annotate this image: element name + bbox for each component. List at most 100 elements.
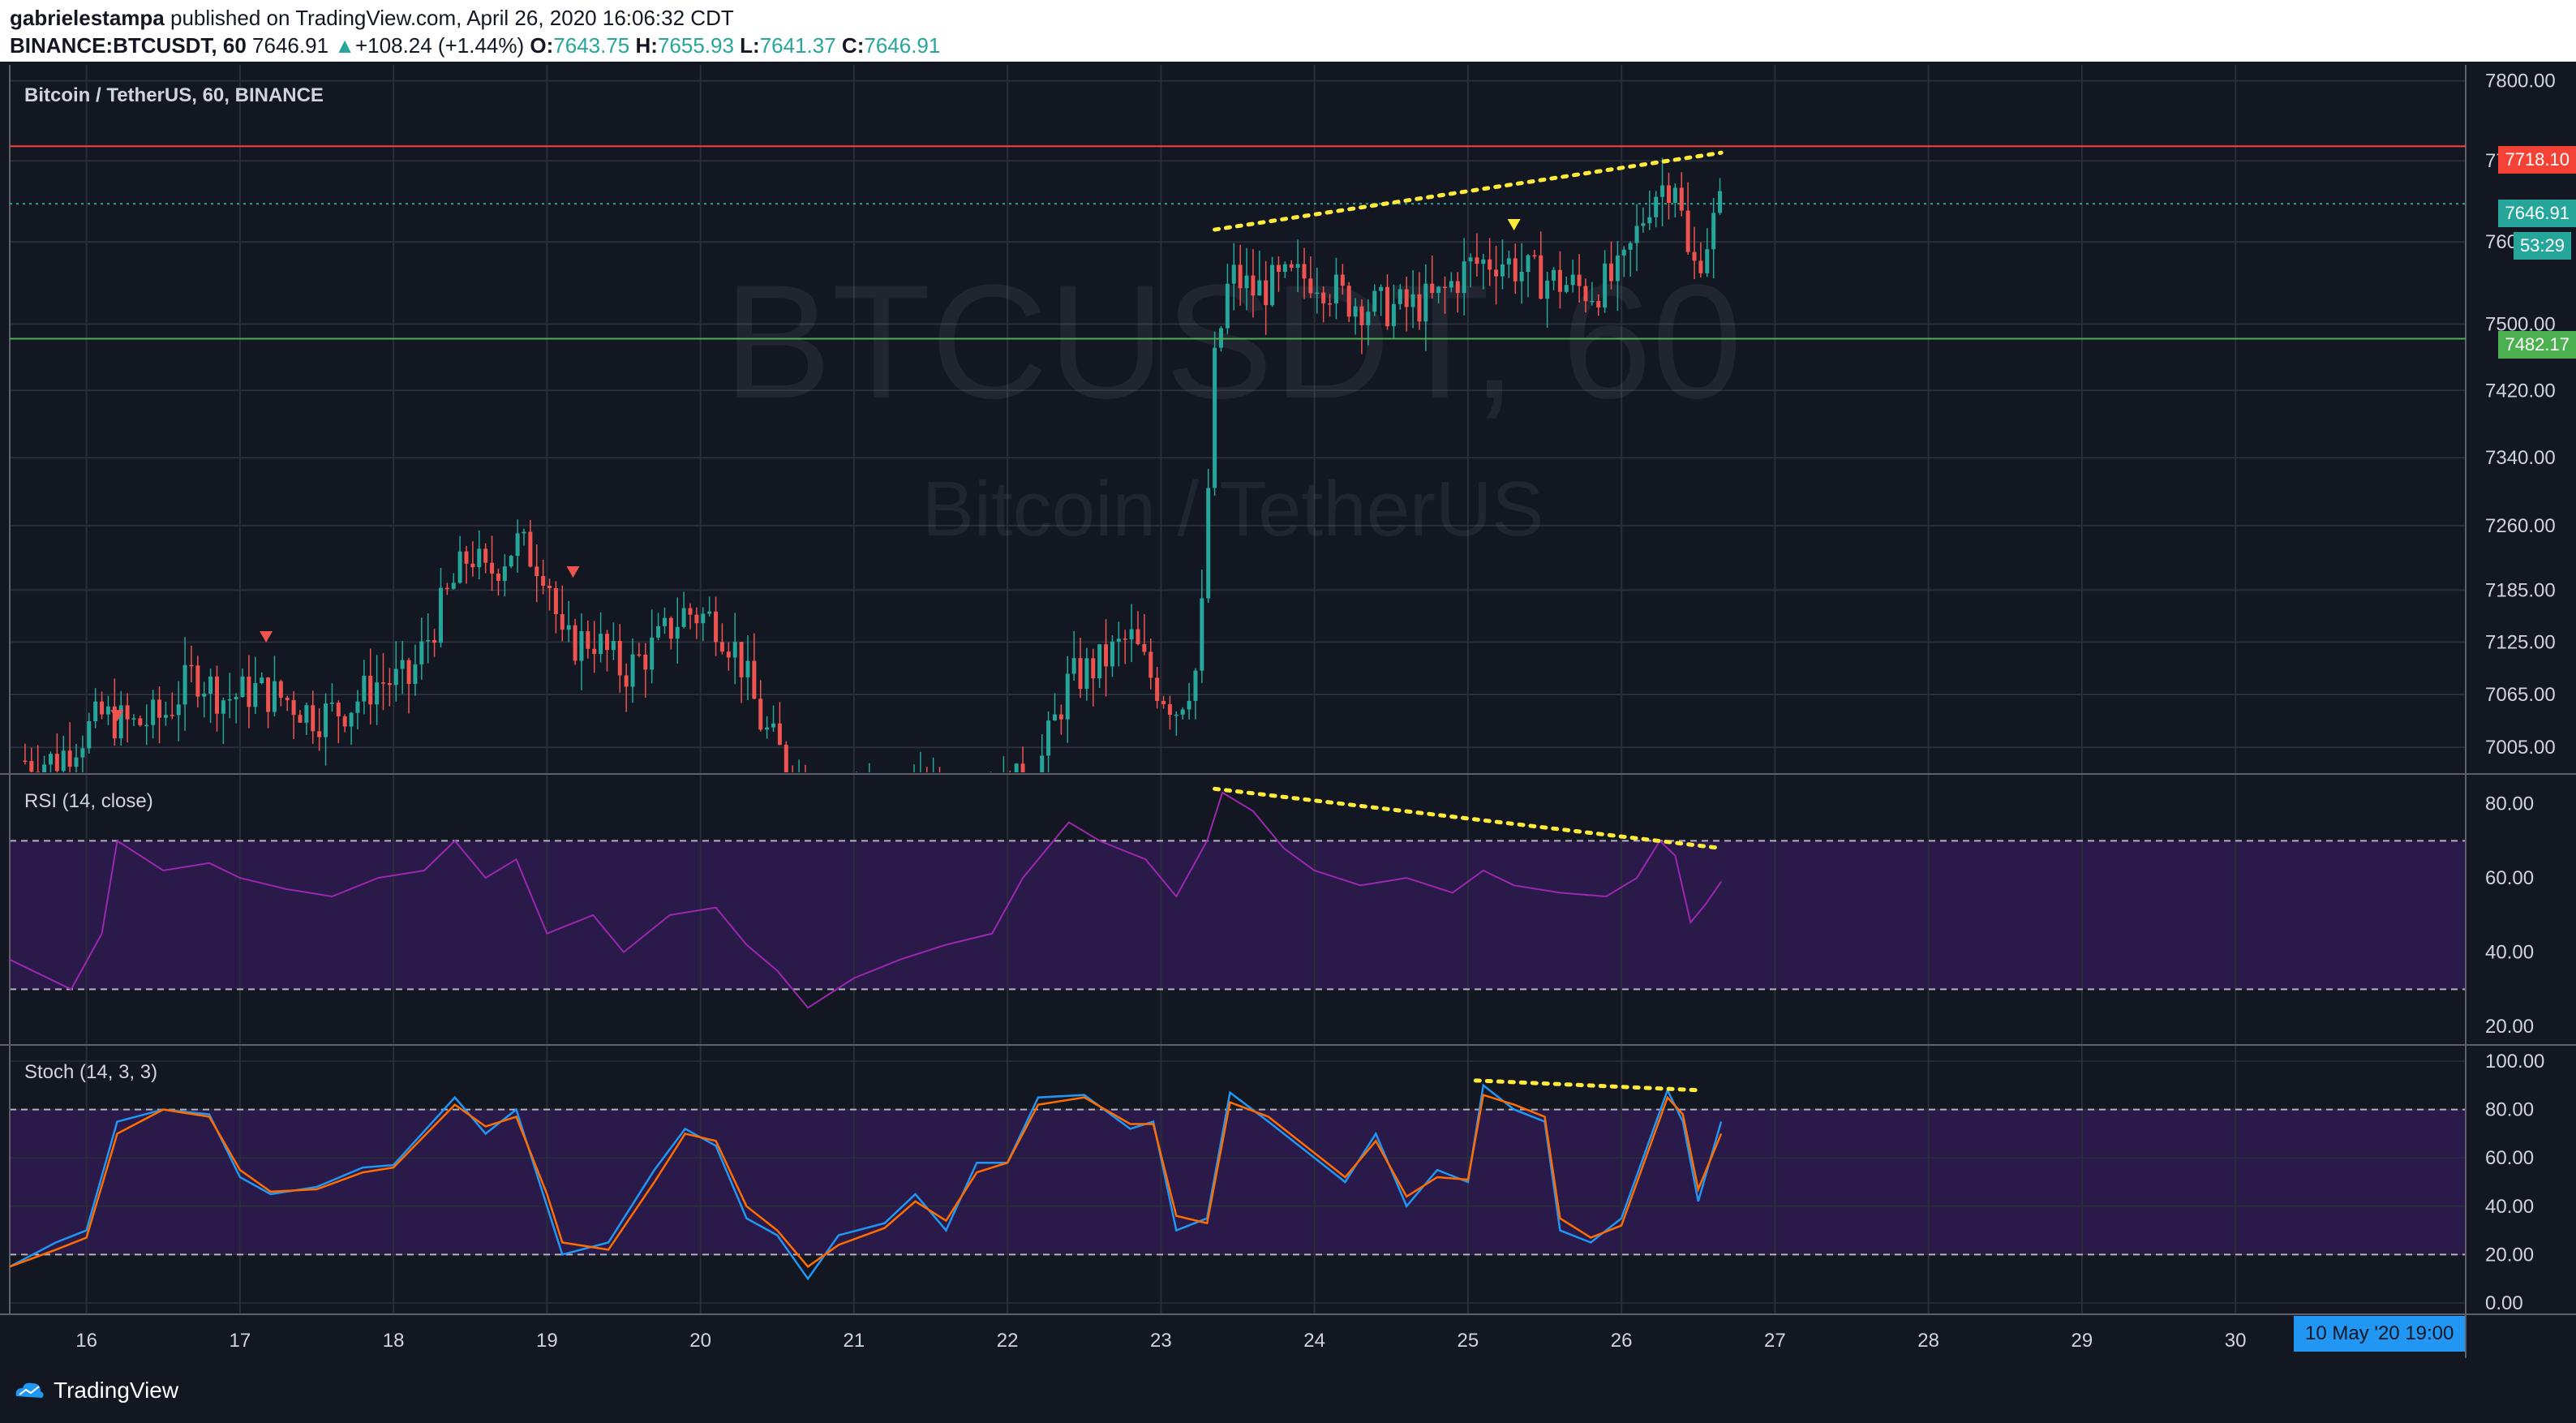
candle-body	[553, 587, 558, 615]
candle-body	[1705, 249, 1710, 273]
candle-body	[1552, 269, 1556, 281]
candle-body	[151, 699, 156, 725]
candle-body	[752, 660, 757, 699]
candle-body	[208, 676, 213, 694]
candle-body	[1346, 286, 1351, 317]
candle-body	[1519, 271, 1524, 282]
brand-text: TradingView	[54, 1378, 179, 1403]
candle-body	[1321, 292, 1326, 303]
candle-body	[105, 706, 110, 715]
candle-body	[278, 681, 283, 698]
candle-body	[707, 611, 712, 614]
price-tick-label: 7260.00	[2485, 515, 2556, 537]
candle-body	[464, 551, 469, 564]
stoch-d-line	[9, 1094, 1723, 1268]
candle-body	[176, 704, 181, 716]
candle-body	[1488, 259, 1492, 270]
candle-body	[1577, 274, 1582, 286]
candle-body	[349, 712, 354, 727]
stoch-k-line	[9, 1083, 1723, 1281]
candle-body	[1442, 286, 1447, 289]
candle-body	[1315, 292, 1320, 294]
ohlc-line: BINANCE:BTCUSDT, 60 7646.91 ▲+108.24 (+1…	[10, 32, 940, 58]
high-label: H:	[635, 33, 658, 58]
candle-body	[285, 697, 290, 700]
candle-body	[1213, 347, 1217, 488]
candle-body	[675, 626, 680, 639]
candle-body	[732, 642, 737, 658]
time-tick-label: 24	[1303, 1330, 1325, 1352]
candle-body	[1155, 677, 1160, 702]
candle-body	[1532, 255, 1537, 257]
tradingview-brand[interactable]: TradingView	[13, 1378, 178, 1404]
time-tick-label: 23	[1150, 1330, 1172, 1352]
candle-body	[260, 677, 264, 684]
candle-body	[444, 587, 449, 590]
candle-body	[566, 625, 571, 630]
candle-body	[1660, 185, 1665, 197]
candle-body	[483, 548, 488, 563]
candle-body	[368, 675, 373, 705]
price-tick-label: 7340.00	[2485, 447, 2556, 469]
candle-body	[1423, 283, 1428, 322]
candle-body	[1679, 187, 1684, 211]
candle-body	[1583, 286, 1588, 302]
candle-body	[253, 683, 258, 707]
candle-body	[470, 563, 475, 568]
candle-body	[131, 718, 136, 720]
candle-body	[125, 705, 130, 720]
crosshair-time-label: 10 May '20 19:00	[2294, 1316, 2466, 1352]
candle-body	[1359, 306, 1364, 325]
publisher-name[interactable]: gabrielestampa	[10, 6, 165, 30]
candle-body	[1570, 274, 1575, 286]
stoch-tick-label: 60.00	[2485, 1147, 2534, 1169]
symbol-label: BINANCE:BTCUSDT, 60	[10, 33, 247, 58]
close-label: C:	[841, 33, 865, 58]
last-price-label: 7646.91	[2498, 200, 2576, 227]
time-tick-label: 26	[1611, 1330, 1633, 1352]
candle-body	[1097, 644, 1102, 679]
high-value: 7655.93	[657, 33, 734, 58]
candle-body	[745, 660, 750, 677]
candle-body	[298, 715, 303, 723]
low-value: 7641.37	[759, 33, 836, 58]
candle-body	[170, 715, 174, 716]
change-up-icon: ▲	[334, 33, 355, 58]
candle-body	[656, 626, 661, 638]
candle-body	[650, 637, 655, 670]
candle-body	[1455, 281, 1460, 294]
candle-body	[266, 677, 271, 712]
main-pane-title: Bitcoin / TetherUS, 60, BINANCE	[24, 84, 324, 106]
candle-body	[586, 631, 590, 649]
price-tick-label: 7420.00	[2485, 380, 2556, 402]
axis-corner	[2467, 1316, 2576, 1358]
candle-body	[1308, 278, 1313, 294]
candle-body	[1328, 303, 1333, 305]
candle-body	[1494, 269, 1499, 277]
candle-body	[1174, 714, 1179, 716]
candle-body	[1091, 658, 1096, 679]
candle-body	[1193, 670, 1198, 701]
candle-body	[535, 566, 539, 577]
published-text: published on TradingView.com, April 26, …	[170, 6, 734, 30]
price-trendline	[1213, 150, 1724, 232]
candle-body	[1353, 306, 1358, 317]
candle-body	[1200, 598, 1204, 671]
candle-body	[291, 699, 296, 716]
candle-body	[1647, 217, 1652, 224]
price-tick-label: 7800.00	[2485, 71, 2556, 92]
rsi-tick-label: 80.00	[2485, 793, 2534, 815]
candle-body	[202, 694, 207, 697]
candle-body	[42, 764, 47, 772]
candle-body	[387, 683, 392, 686]
stoch-tick-label: 100.00	[2485, 1051, 2544, 1073]
candle-body	[1251, 275, 1256, 296]
candle-body	[490, 562, 495, 574]
candle-body	[1244, 275, 1249, 289]
candle-body	[1276, 264, 1281, 272]
candle-body	[419, 641, 424, 664]
candle-body	[624, 675, 629, 687]
candle-body	[1302, 264, 1307, 279]
signal-marker-icon	[110, 710, 124, 722]
